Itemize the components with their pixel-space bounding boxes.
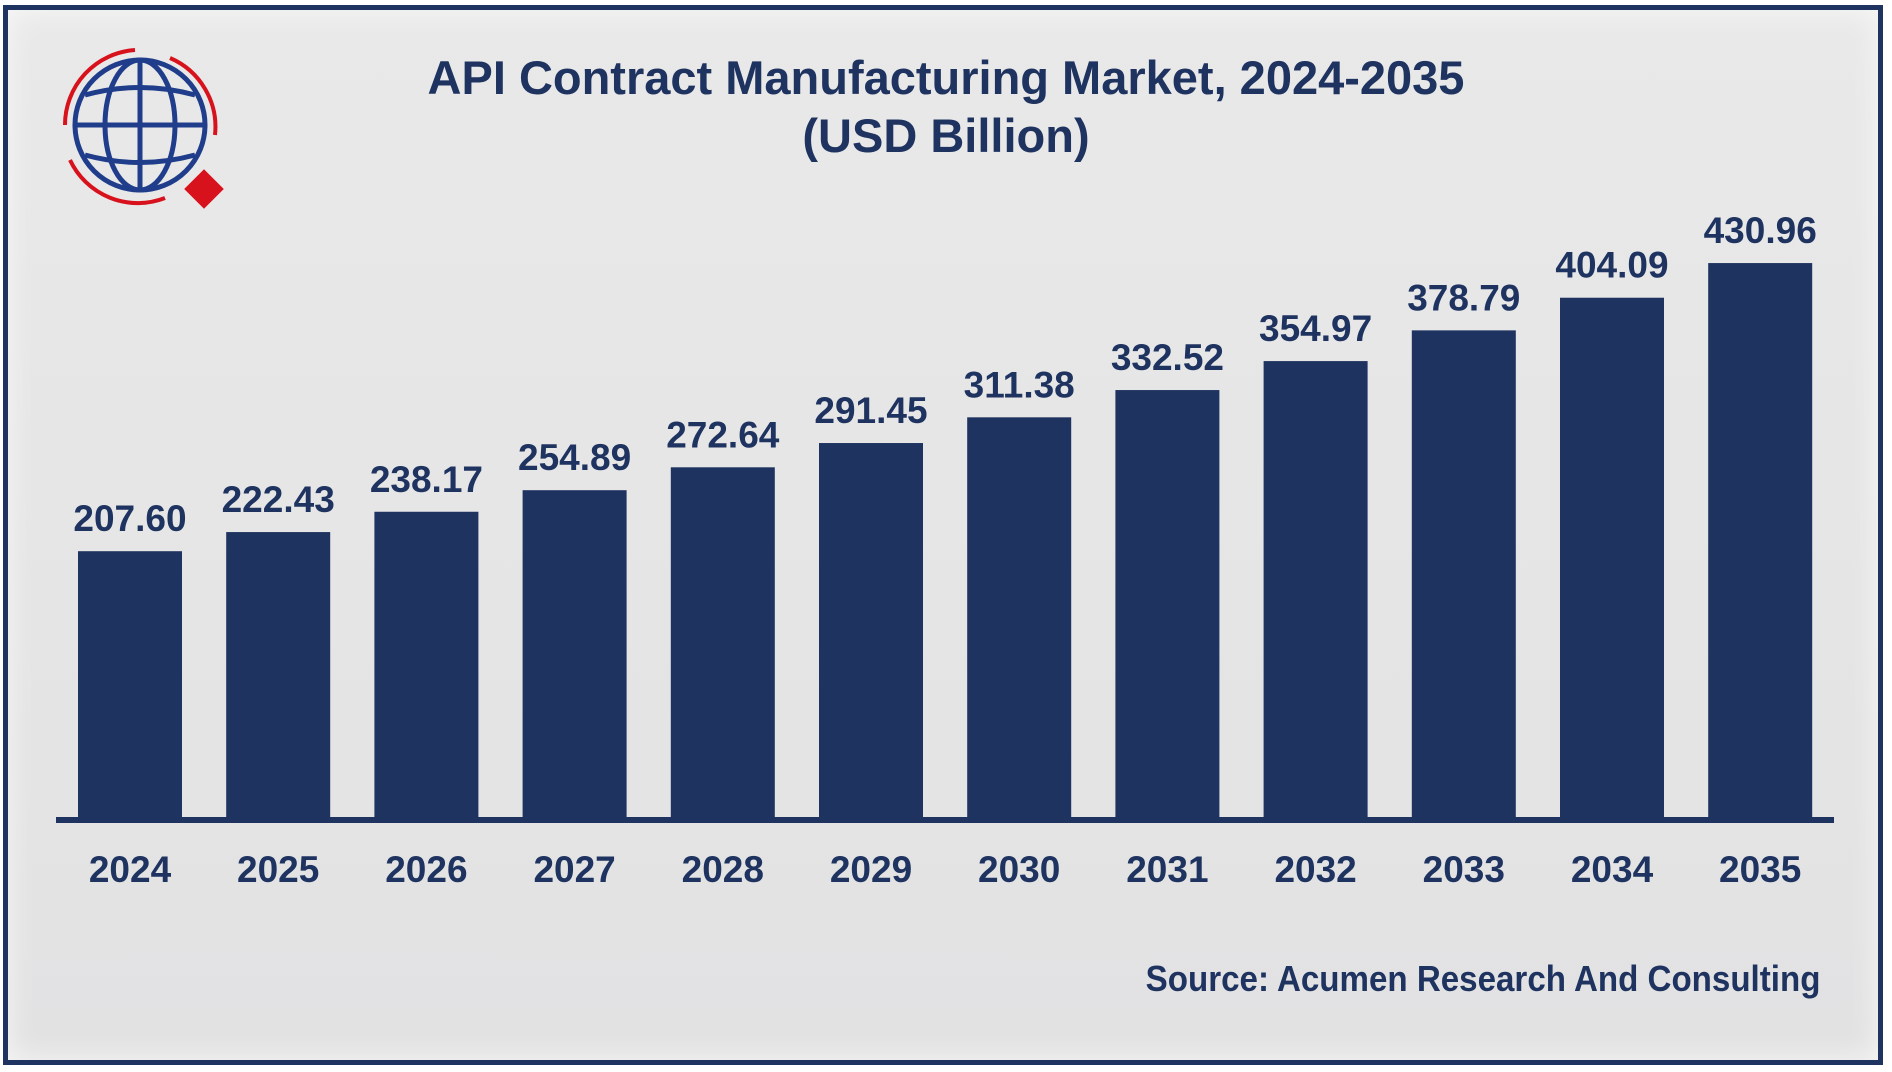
bar-2028 bbox=[670, 467, 775, 819]
x-tick-2026: 2026 bbox=[385, 849, 467, 890]
data-label-2028: 272.64 bbox=[666, 414, 780, 455]
bar-2029 bbox=[819, 443, 923, 819]
source-note: Source: Acumen Research And Consulting bbox=[1145, 958, 1820, 999]
data-label-2031: 332.52 bbox=[1111, 337, 1224, 378]
x-tick-2033: 2033 bbox=[1423, 849, 1505, 890]
x-tick-2031: 2031 bbox=[1126, 849, 1208, 890]
data-label-2034: 404.09 bbox=[1555, 245, 1668, 286]
company-logo bbox=[62, 48, 224, 209]
bar-2024 bbox=[78, 551, 182, 819]
data-label-2025: 222.43 bbox=[222, 479, 335, 520]
x-tick-2024: 2024 bbox=[89, 849, 172, 890]
data-label-2024: 207.60 bbox=[73, 498, 186, 539]
chart-subtitle: (USD Billion) bbox=[802, 109, 1090, 162]
bar-2034 bbox=[1560, 297, 1664, 820]
data-label-2033: 378.79 bbox=[1407, 277, 1520, 318]
data-label-2035: 430.96 bbox=[1704, 210, 1817, 251]
data-label-2027: 254.89 bbox=[518, 437, 631, 478]
x-tick-2035: 2035 bbox=[1719, 849, 1801, 890]
bar-2027 bbox=[522, 490, 627, 819]
data-label-2029: 291.45 bbox=[814, 390, 927, 431]
x-tick-2027: 2027 bbox=[533, 849, 615, 890]
bar-2031 bbox=[1115, 390, 1220, 819]
data-label-2032: 354.97 bbox=[1259, 308, 1372, 349]
chart-title: API Contract Manufacturing Market, 2024-… bbox=[427, 51, 1465, 104]
x-tick-2032: 2032 bbox=[1274, 849, 1356, 890]
x-tick-2028: 2028 bbox=[682, 849, 764, 890]
x-tick-2029: 2029 bbox=[830, 849, 912, 890]
bar-2035 bbox=[1708, 263, 1813, 819]
bar-2032 bbox=[1263, 361, 1368, 819]
bar-2025 bbox=[226, 532, 331, 819]
bar-2033 bbox=[1411, 330, 1516, 819]
x-tick-2030: 2030 bbox=[978, 849, 1060, 890]
data-label-2026: 238.17 bbox=[370, 459, 483, 500]
bar-2026 bbox=[374, 511, 479, 819]
x-axis-line bbox=[56, 817, 1834, 823]
x-tick-2025: 2025 bbox=[237, 849, 319, 890]
data-label-2030: 311.38 bbox=[964, 364, 1075, 405]
x-tick-2034: 2034 bbox=[1571, 849, 1654, 890]
bar-2030 bbox=[967, 417, 1072, 819]
